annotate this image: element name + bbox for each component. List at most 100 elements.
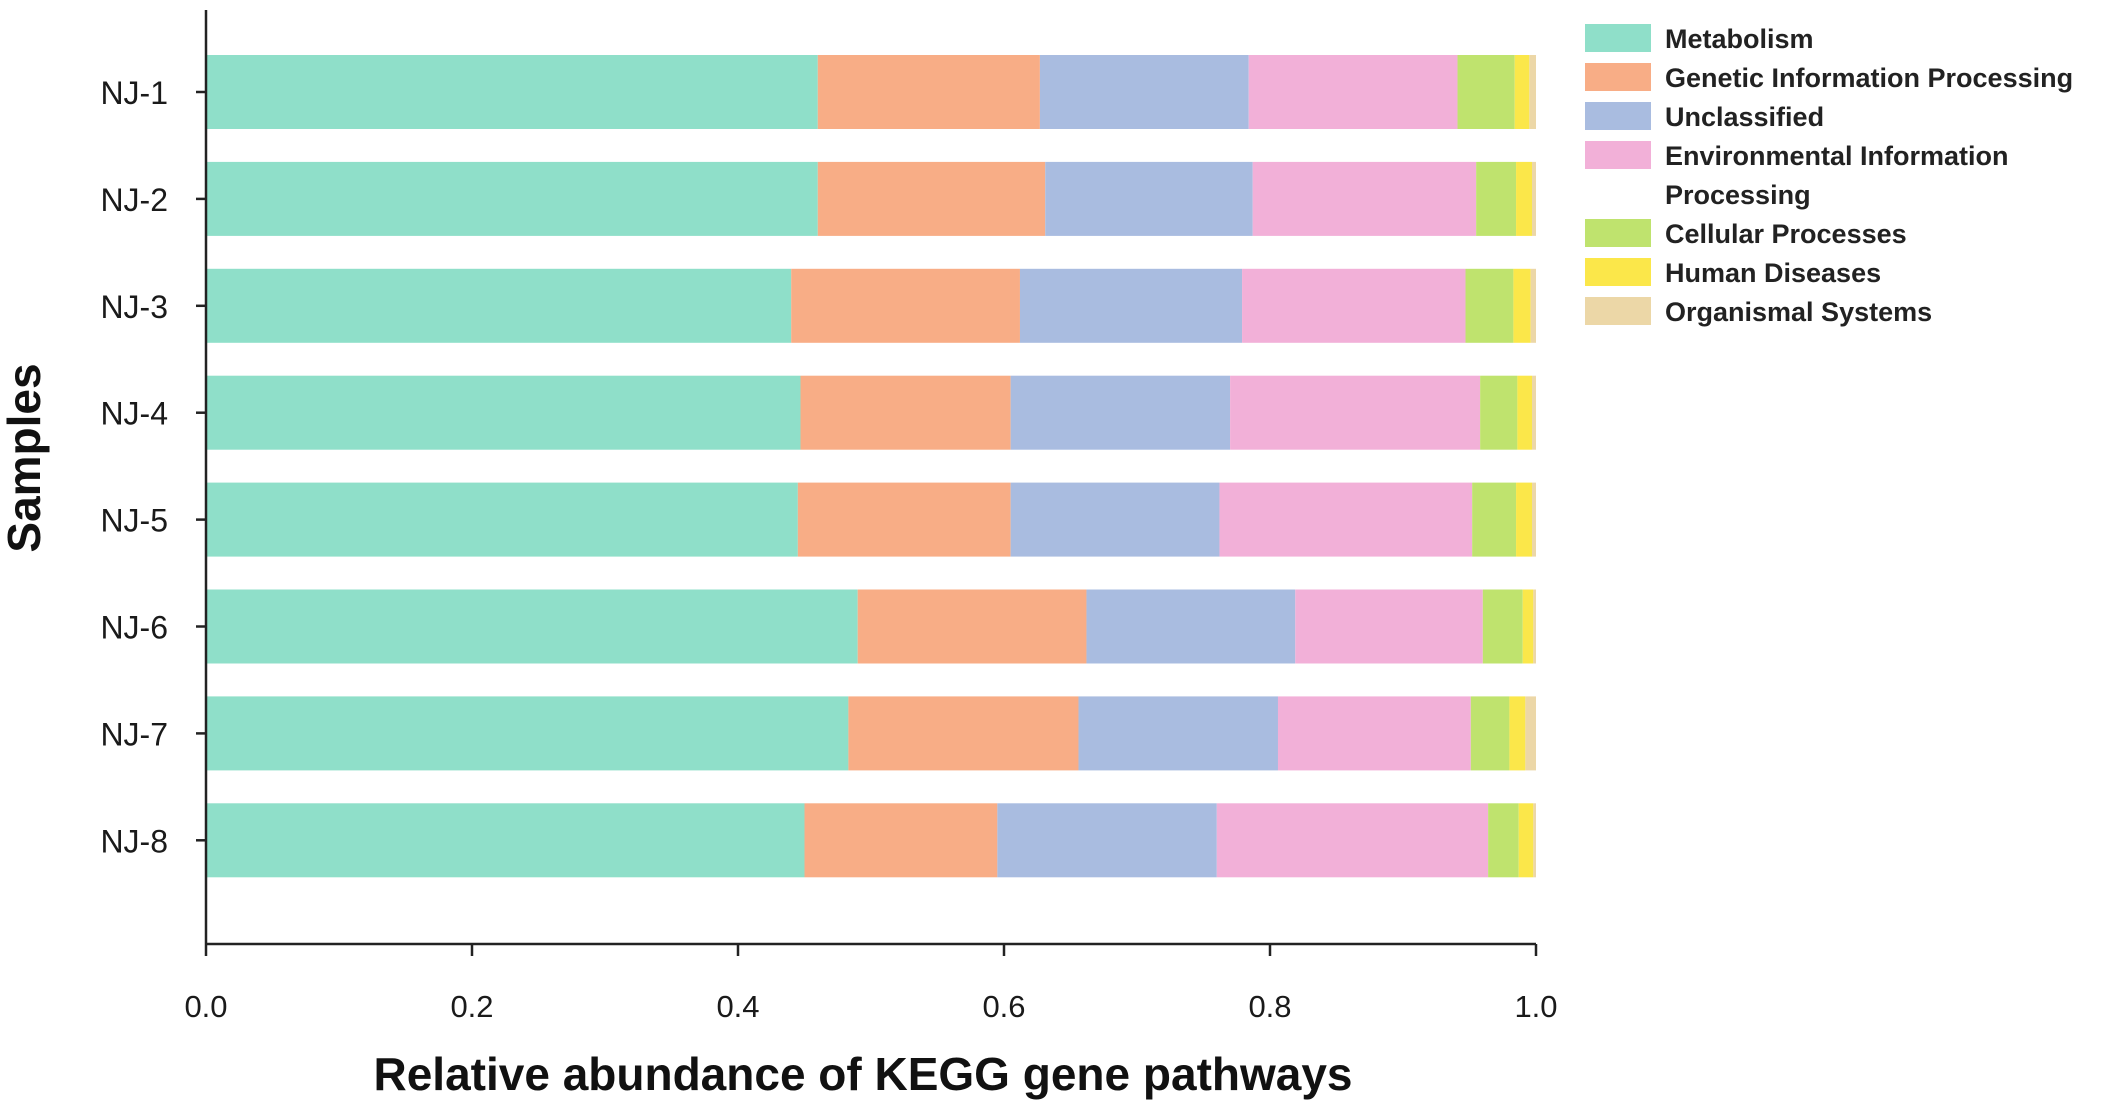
bar-segment-nj-8-cellular-processes — [1488, 803, 1519, 878]
bar-segment-nj-2-human-diseases — [1516, 161, 1533, 236]
bar-segment-nj-3-metabolism — [206, 268, 792, 343]
legend: Metabolism Genetic Information Processing… — [1585, 24, 2073, 327]
bar-segment-nj-8-unclassified — [997, 803, 1217, 878]
legend-label: Human Diseases — [1665, 258, 1881, 288]
legend-label: Metabolism — [1665, 24, 1814, 54]
legend-label: Cellular Processes — [1665, 219, 1907, 249]
bars-layer — [206, 55, 1536, 878]
bar-segment-nj-5-environmental-information-processing — [1219, 482, 1473, 557]
legend-item-unclassified: Unclassified — [1585, 102, 1824, 132]
bar-segment-nj-3-organismal-systems — [1530, 268, 1536, 343]
bar-segment-nj-1-human-diseases — [1514, 55, 1530, 129]
bar-segment-nj-8-environmental-information-processing — [1216, 803, 1489, 878]
legend-item-environmental-information-processing: Environmental Information Processing — [1585, 141, 2009, 210]
y-tick-label: NJ-1 — [100, 75, 168, 111]
legend-swatch — [1585, 63, 1651, 91]
bar-segment-nj-6-organismal-systems — [1533, 589, 1536, 664]
bar-group-nj-4 — [206, 375, 1536, 450]
x-tick-label: 0.4 — [716, 989, 759, 1024]
bar-segment-nj-2-metabolism — [206, 161, 818, 236]
x-tick-label: 0.0 — [184, 989, 227, 1024]
bar-segment-nj-7-genetic-information-processing — [848, 696, 1079, 771]
bar-segment-nj-6-human-diseases — [1522, 589, 1534, 664]
bar-segment-nj-3-cellular-processes — [1465, 268, 1514, 343]
bar-segment-nj-7-metabolism — [206, 696, 849, 771]
bar-segment-nj-3-environmental-information-processing — [1242, 268, 1466, 343]
legend-swatch — [1585, 258, 1651, 286]
bar-group-nj-6 — [206, 589, 1536, 664]
bar-segment-nj-2-environmental-information-processing — [1252, 161, 1477, 236]
bar-segment-nj-8-genetic-information-processing — [804, 803, 998, 878]
bar-group-nj-2 — [206, 161, 1536, 236]
x-tick-label: 0.2 — [450, 989, 493, 1024]
bar-segment-nj-6-genetic-information-processing — [857, 589, 1087, 664]
bar-segment-nj-2-cellular-processes — [1476, 161, 1517, 236]
x-tick-label: 0.8 — [1248, 989, 1291, 1024]
bar-group-nj-7 — [206, 696, 1536, 771]
bar-segment-nj-6-metabolism — [206, 589, 858, 664]
bar-segment-nj-2-unclassified — [1045, 161, 1253, 236]
x-axis-title: Relative abundance of KEGG gene pathways — [373, 1048, 1352, 1100]
bar-segment-nj-6-unclassified — [1086, 589, 1296, 664]
bar-segment-nj-7-organismal-systems — [1525, 696, 1536, 771]
bar-segment-nj-6-cellular-processes — [1482, 589, 1523, 664]
x-tick-label: 1.0 — [1514, 989, 1557, 1024]
y-tick-label: NJ-2 — [100, 182, 168, 218]
bar-group-nj-1 — [206, 55, 1536, 129]
bar-segment-nj-4-metabolism — [206, 375, 801, 450]
legend-item-human-diseases: Human Diseases — [1585, 258, 1881, 288]
y-tick-label: NJ-5 — [100, 503, 168, 539]
bar-segment-nj-7-human-diseases — [1509, 696, 1526, 771]
legend-swatch — [1585, 141, 1651, 169]
bar-segment-nj-3-unclassified — [1019, 268, 1243, 343]
bar-segment-nj-7-unclassified — [1078, 696, 1278, 771]
bar-segment-nj-5-metabolism — [206, 482, 798, 557]
bar-segment-nj-4-unclassified — [1010, 375, 1231, 450]
y-axis-title: Samples — [0, 363, 50, 552]
legend-label: Environmental Information — [1665, 141, 2009, 171]
legend-item-genetic-information-processing: Genetic Information Processing — [1585, 63, 2073, 93]
bar-segment-nj-4-human-diseases — [1517, 375, 1533, 450]
legend-swatch — [1585, 102, 1651, 130]
legend-label: Processing — [1665, 180, 1811, 210]
bar-segment-nj-8-organismal-systems — [1533, 803, 1536, 878]
y-tick-label: NJ-7 — [100, 716, 168, 752]
bar-segment-nj-5-unclassified — [1010, 482, 1220, 557]
bar-segment-nj-1-genetic-information-processing — [817, 55, 1040, 129]
legend-item-metabolism: Metabolism — [1585, 24, 1814, 54]
bar-segment-nj-5-human-diseases — [1516, 482, 1533, 557]
bar-segment-nj-4-cellular-processes — [1480, 375, 1518, 450]
bar-group-nj-3 — [206, 268, 1536, 343]
bar-segment-nj-5-organismal-systems — [1532, 482, 1536, 557]
legend-label: Genetic Information Processing — [1665, 63, 2073, 93]
bar-segment-nj-8-human-diseases — [1518, 803, 1534, 878]
y-tick-label: NJ-3 — [100, 289, 168, 325]
bar-segment-nj-3-human-diseases — [1513, 268, 1531, 343]
bar-segment-nj-1-unclassified — [1039, 55, 1249, 129]
bar-segment-nj-1-metabolism — [206, 55, 818, 129]
bar-segment-nj-5-genetic-information-processing — [797, 482, 1011, 557]
x-tick-label: 0.6 — [982, 989, 1025, 1024]
bar-segment-nj-2-genetic-information-processing — [817, 161, 1046, 236]
y-tick-label: NJ-8 — [100, 823, 168, 859]
bar-segment-nj-8-metabolism — [206, 803, 805, 878]
bar-segment-nj-4-environmental-information-processing — [1230, 375, 1481, 450]
bar-group-nj-5 — [206, 482, 1536, 557]
legend-label: Unclassified — [1665, 102, 1824, 132]
bar-segment-nj-3-genetic-information-processing — [791, 268, 1020, 343]
legend-label: Organismal Systems — [1665, 297, 1932, 327]
bar-segment-nj-4-organismal-systems — [1532, 375, 1536, 450]
legend-swatch — [1585, 297, 1651, 325]
bar-group-nj-8 — [206, 803, 1536, 878]
bar-segment-nj-7-environmental-information-processing — [1277, 696, 1471, 771]
legend-item-organismal-systems: Organismal Systems — [1585, 297, 1932, 327]
bar-segment-nj-1-cellular-processes — [1457, 55, 1515, 129]
bar-segment-nj-4-genetic-information-processing — [800, 375, 1011, 450]
bar-segment-nj-1-environmental-information-processing — [1248, 55, 1458, 129]
legend-swatch — [1585, 219, 1651, 247]
axes-layer: NJ-1 NJ-2 NJ-3 NJ-4 NJ-5 NJ-6 NJ-7 NJ-8 0.0 0.2 0.… — [100, 10, 1558, 1024]
bar-segment-nj-6-environmental-information-processing — [1295, 589, 1483, 664]
bar-segment-nj-1-organismal-systems — [1529, 55, 1536, 129]
bar-segment-nj-7-cellular-processes — [1470, 696, 1510, 771]
